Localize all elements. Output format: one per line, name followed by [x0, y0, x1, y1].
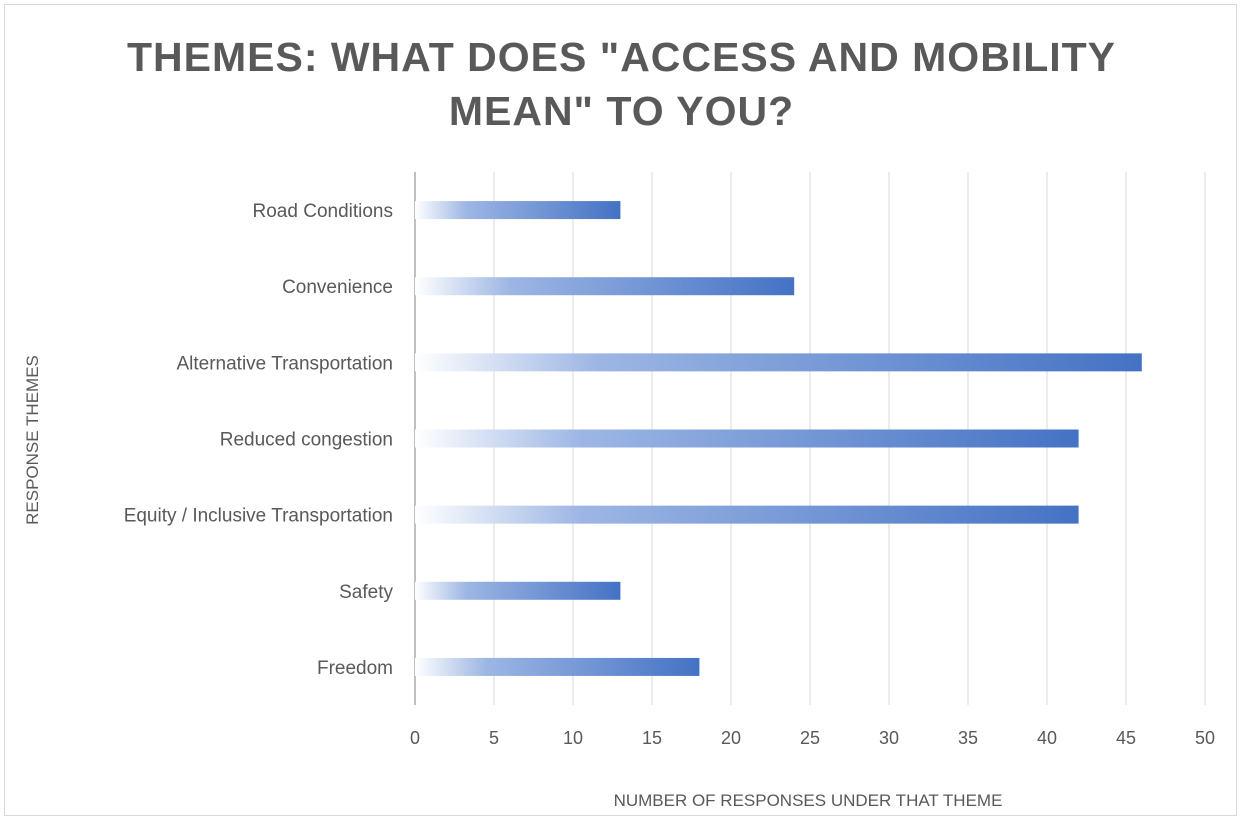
category-labels: Road Conditions Convenience Alternative Tr… — [124, 201, 394, 679]
x-axis-title: NUMBER OF RESPONSES UNDER THAT THEME — [614, 791, 1003, 810]
category-label: Equity / Inclusive Transportation — [124, 506, 393, 527]
chart-title-line-1: THEMES: WHAT DOES "ACCESS AND MOBILITY — [126, 34, 1117, 80]
bar — [415, 581, 621, 600]
x-tick-label: 40 — [1037, 728, 1057, 748]
chart-title-line-2: MEAN" TO YOU? — [448, 88, 795, 134]
x-tick-label: 45 — [1116, 728, 1136, 748]
bar — [415, 201, 621, 220]
bar — [415, 505, 1079, 524]
bars — [415, 201, 1142, 676]
x-tick-label: 5 — [489, 728, 499, 748]
x-tick-label: 0 — [410, 728, 420, 748]
category-label: Alternative Transportation — [176, 353, 393, 374]
y-axis-title: RESPONSE THEMES — [23, 355, 42, 525]
x-tick-label: 25 — [800, 728, 820, 748]
chart-title: THEMES: WHAT DOES "ACCESS AND MOBILITY M… — [0, 30, 1243, 138]
x-tick-label: 35 — [958, 728, 978, 748]
chart-frame — [4, 4, 1237, 816]
category-label: Freedom — [317, 658, 393, 679]
x-tick-label: 20 — [721, 728, 741, 748]
category-label: Road Conditions — [253, 201, 393, 222]
x-tick-label: 30 — [879, 728, 899, 748]
x-tick-label: 10 — [563, 728, 583, 748]
category-label: Convenience — [282, 277, 393, 298]
x-tick-label: 15 — [642, 728, 662, 748]
x-tick-labels: 0 5 10 15 20 25 30 35 40 45 50 — [410, 728, 1215, 748]
bar — [415, 429, 1079, 448]
category-label: Reduced congestion — [220, 430, 393, 451]
bar — [415, 353, 1142, 372]
bar — [415, 657, 700, 676]
bar — [415, 277, 795, 296]
category-label: Safety — [339, 582, 393, 603]
x-tick-label: 50 — [1195, 728, 1215, 748]
